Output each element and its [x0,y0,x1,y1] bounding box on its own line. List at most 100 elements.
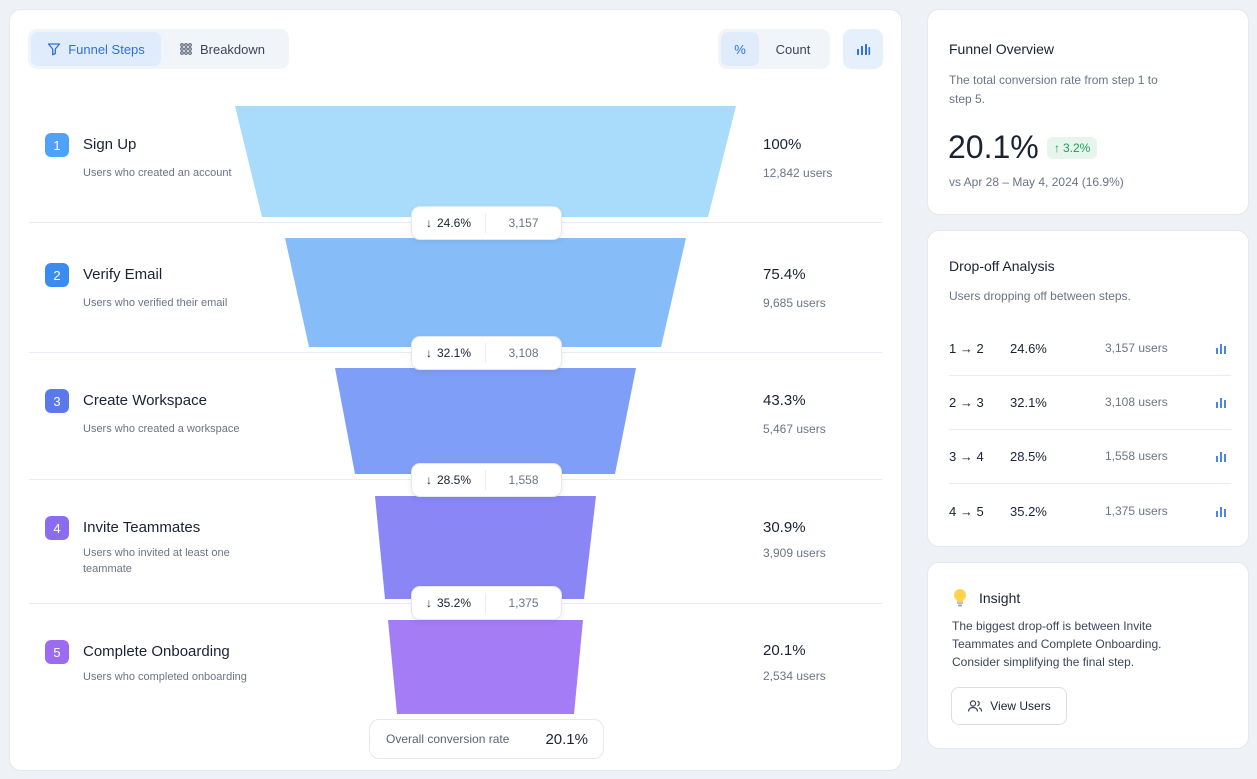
view-users-button[interactable]: View Users [951,687,1067,725]
step-users: 12,842 users [763,166,833,180]
dropoff-pill: ↓ 28.5% 1,558 [411,463,562,497]
view-tabs: Funnel Steps Breakdown [28,29,289,69]
funnel-stage-5 [388,620,583,714]
view-users-label: View Users [990,699,1051,713]
step-percent: 75.4% [763,266,806,283]
step-percent: 20.1% [763,642,806,659]
funnel-card: Funnel Steps Breakdown % Count 1 Sign Up… [9,9,902,771]
dropoff-rate: 35.2% [436,596,472,610]
overall-conversion: Overall conversion rate 20.1% [369,719,604,759]
dropoff-row[interactable]: 1 → 2 24.6% 3,157 users [949,321,1231,375]
lightbulb-icon [954,589,966,607]
step-description: Users who created an account [83,167,232,179]
dropoff-rate: 32.1% [436,346,472,360]
dropoff-pill: ↓ 24.6% 3,157 [411,206,562,240]
dropoff-steps: 1 → 2 [949,340,984,356]
dropoff-count: 3,157 [508,216,539,230]
step-description: Users who created a workspace [83,423,240,435]
chart-view-button[interactable] [843,29,883,69]
dropoff-rate: 24.6% [1010,340,1047,356]
funnel-stage-1 [235,106,736,217]
funnel-stage-4 [375,496,596,599]
bar-chart-icon[interactable] [1215,396,1228,409]
step-percent: 30.9% [763,519,806,536]
toggle-percent[interactable]: % [721,32,759,66]
bar-chart-icon[interactable] [1215,505,1228,518]
dropoff-count: 3,108 [508,346,539,360]
step-title: Complete Onboarding [83,643,230,660]
step-number-badge: 2 [45,263,69,287]
overall-conversion-value: 20.1% [545,730,588,748]
dropoff-users: 1,375 users [1105,504,1168,518]
funnel-overview-card: Funnel Overview The total conversion rat… [927,9,1249,215]
arrow-down-icon: ↓ [425,216,432,230]
step-number-badge: 5 [45,640,69,664]
dropoff-users: 1,558 users [1105,449,1168,463]
card-title: Insight [979,590,1021,606]
comparison-text: vs Apr 28 – May 4, 2024 (16.9%) [949,175,1124,189]
arrow-down-icon: ↓ [425,473,432,487]
dropoff-rate: 28.5% [1010,448,1047,464]
card-title: Funnel Overview [949,41,1055,57]
filter-icon [48,43,61,56]
dropoff-users: 3,157 users [1105,341,1168,355]
grid-icon [180,43,192,55]
step-number-badge: 1 [45,133,69,157]
step-title: Invite Teammates [83,519,201,536]
dropoff-row[interactable]: 2 → 3 32.1% 3,108 users [949,375,1231,429]
step-users: 2,534 users [763,669,826,683]
funnel-chart [235,106,736,714]
card-title: Drop-off Analysis [949,258,1055,274]
dropoff-steps: 3 → 4 [949,448,984,464]
dropoff-rate: 24.6% [436,216,472,230]
dropoff-analysis-card: Drop-off Analysis Users dropping off bet… [927,230,1249,547]
dropoff-steps: 4 → 5 [949,503,984,519]
step-number-badge: 4 [45,516,69,540]
row-divider [949,375,1231,376]
step-number-badge: 3 [45,389,69,413]
tab-funnel-steps[interactable]: Funnel Steps [31,32,161,66]
dropoff-row[interactable]: 3 → 4 28.5% 1,558 users [949,429,1231,483]
arrow-up-icon: ↑ [1054,141,1060,155]
overall-conversion-label: Overall conversion rate [386,732,510,746]
conversion-rate: 20.1% [948,129,1039,165]
row-divider [949,429,1231,430]
card-subtitle: The total conversion rate from step 1 to… [949,73,1158,106]
tab-funnel-steps-label: Funnel Steps [68,41,145,57]
bar-chart-icon [857,44,871,55]
row-divider [949,483,1231,484]
step-users: 3,909 users [763,546,826,560]
dropoff-count: 1,375 [508,596,539,610]
step-percent: 100% [763,136,802,153]
dropoff-steps: 2 → 3 [949,394,984,410]
step-users: 9,685 users [763,296,826,310]
insight-text: The biggest drop-off is between Invite T… [952,619,1162,669]
bar-chart-icon[interactable] [1215,450,1228,463]
change-value: 3.2% [1063,141,1091,155]
funnel-stage-3 [335,368,636,474]
step-users: 5,467 users [763,422,826,436]
tab-breakdown[interactable]: Breakdown [161,32,283,66]
step-percent: 43.3% [763,392,806,409]
dropoff-rate: 32.1% [1010,394,1047,410]
step-description: Users who invited at least one teammate [83,547,230,575]
bar-chart-icon[interactable] [1215,342,1228,355]
dropoff-row[interactable]: 4 → 5 35.2% 1,375 users [949,484,1231,538]
dropoff-count: 1,558 [508,473,539,487]
step-description: Users who verified their email [83,297,228,309]
insight-card: Insight The biggest drop-off is between … [927,562,1249,749]
step-title: Create Workspace [83,392,207,409]
tab-breakdown-label: Breakdown [199,41,266,57]
step-title: Verify Email [83,266,163,283]
step-description: Users who completed onboarding [83,671,247,683]
funnel-stage-2 [285,238,686,347]
change-badge: ↑ 3.2% [1047,137,1098,159]
display-mode-toggle: % Count [718,29,830,69]
dropoff-rate: 28.5% [436,473,472,487]
step-title: Sign Up [83,136,137,153]
dropoff-rate: 35.2% [1010,503,1047,519]
dropoff-users: 3,108 users [1105,395,1168,409]
users-icon [968,700,983,712]
toggle-count[interactable]: Count [775,41,811,57]
dropoff-pill: ↓ 35.2% 1,375 [411,586,562,620]
